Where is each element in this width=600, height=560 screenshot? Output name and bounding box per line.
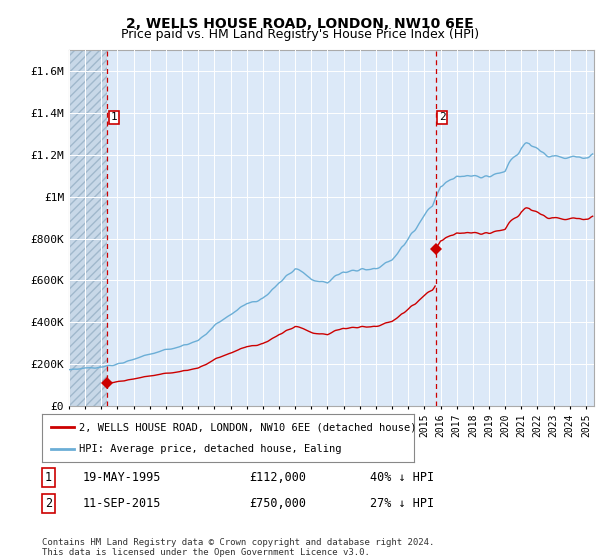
Text: 1: 1 — [45, 470, 52, 484]
Text: 2, WELLS HOUSE ROAD, LONDON, NW10 6EE (detached house): 2, WELLS HOUSE ROAD, LONDON, NW10 6EE (d… — [79, 422, 416, 432]
Text: HPI: Average price, detached house, Ealing: HPI: Average price, detached house, Eali… — [79, 444, 342, 454]
Bar — [69, 50, 107, 406]
Text: 40% ↓ HPI: 40% ↓ HPI — [370, 470, 434, 484]
Text: 2: 2 — [439, 113, 446, 122]
Text: £112,000: £112,000 — [250, 470, 307, 484]
Text: 19-MAY-1995: 19-MAY-1995 — [83, 470, 161, 484]
Text: 27% ↓ HPI: 27% ↓ HPI — [370, 497, 434, 510]
Text: 2, WELLS HOUSE ROAD, LONDON, NW10 6EE: 2, WELLS HOUSE ROAD, LONDON, NW10 6EE — [126, 17, 474, 31]
Text: £750,000: £750,000 — [250, 497, 307, 510]
Text: Price paid vs. HM Land Registry's House Price Index (HPI): Price paid vs. HM Land Registry's House … — [121, 28, 479, 41]
Text: 11-SEP-2015: 11-SEP-2015 — [83, 497, 161, 510]
Text: Contains HM Land Registry data © Crown copyright and database right 2024.
This d: Contains HM Land Registry data © Crown c… — [42, 538, 434, 557]
Text: 1: 1 — [110, 113, 118, 122]
Text: 2: 2 — [45, 497, 52, 510]
Bar — [69, 50, 107, 406]
